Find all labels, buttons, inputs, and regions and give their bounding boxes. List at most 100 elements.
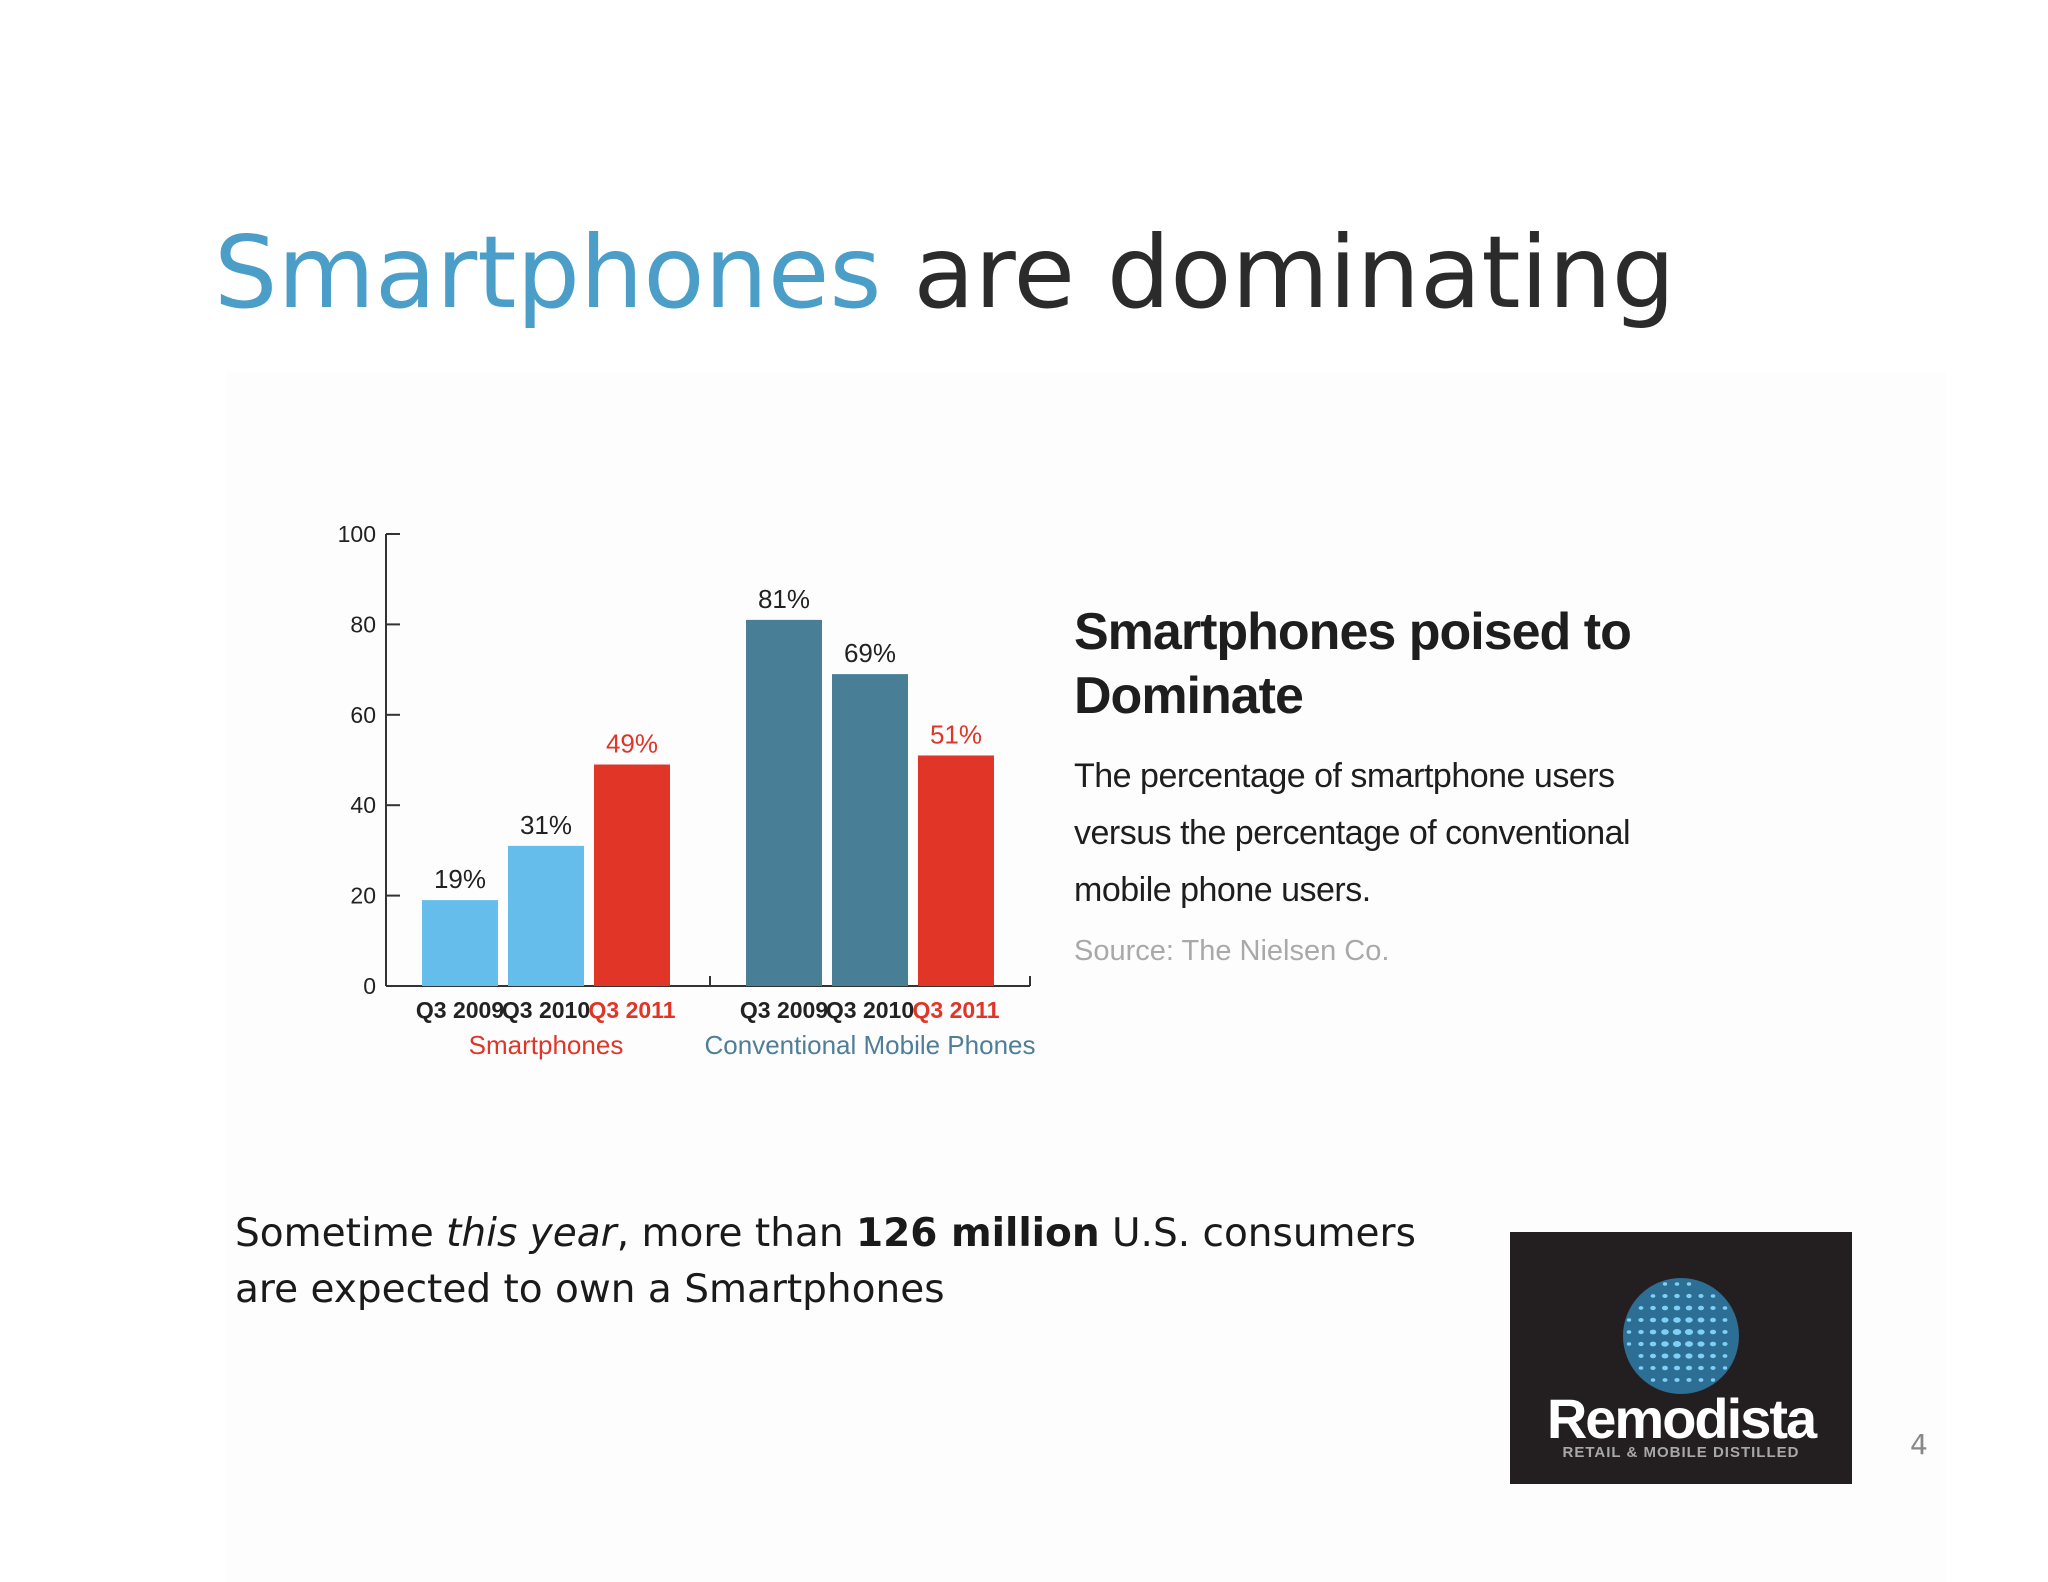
globe-dot: [1638, 1341, 1644, 1347]
globe-dot: [1710, 1294, 1716, 1298]
globe-dot: [1709, 1329, 1717, 1335]
globe-dot: [1698, 1365, 1704, 1371]
bar-value-label: 31%: [520, 810, 572, 840]
globe-dot: [1650, 1305, 1656, 1311]
bar: [746, 619, 822, 986]
globe-dot: [1709, 1341, 1717, 1347]
group-label: Smartphones: [469, 1030, 624, 1060]
globe-dot: [1661, 1341, 1669, 1347]
globe-dot: [1674, 1282, 1680, 1286]
globe-dot: [1673, 1305, 1681, 1311]
globe-dot: [1685, 1305, 1693, 1311]
globe-dot: [1650, 1378, 1656, 1382]
globe-dot: [1672, 1341, 1682, 1347]
globe-dot: [1674, 1378, 1680, 1382]
globe-dot: [1722, 1318, 1728, 1322]
globe-dot: [1661, 1353, 1669, 1359]
logo-name: Remodista: [1546, 1387, 1817, 1450]
x-tick-label: Q3 2010: [826, 997, 914, 1023]
globe-dot: [1661, 1329, 1669, 1335]
globe-dot: [1722, 1330, 1728, 1334]
globe-dot: [1697, 1329, 1705, 1335]
globe-dot: [1662, 1365, 1668, 1371]
globe-dot: [1710, 1305, 1716, 1311]
globe-dot: [1685, 1353, 1693, 1359]
globe-dot: [1662, 1282, 1668, 1286]
chart-subtitle: The percentage of smartphone users versu…: [1074, 757, 1631, 909]
group-label: Conventional Mobile Phones: [705, 1030, 1036, 1060]
globe-dot: [1722, 1306, 1728, 1310]
globe-dot: [1686, 1378, 1692, 1382]
globe-dot: [1626, 1318, 1632, 1322]
bar-value-label: 49%: [606, 729, 658, 759]
slide-title-rest: are dominating: [881, 214, 1676, 331]
globe-dot: [1697, 1353, 1705, 1359]
bar: [422, 900, 498, 986]
globe-dot: [1685, 1317, 1693, 1323]
page-number: 4: [1910, 1428, 1928, 1461]
body-text-part1: Sometime: [235, 1211, 447, 1256]
globe-dot: [1638, 1317, 1644, 1323]
globe-dot: [1673, 1317, 1681, 1323]
globe-dot: [1684, 1329, 1694, 1335]
bar-value-label: 69%: [844, 638, 896, 668]
bar-chart: 0 20 40 60 80 100 19% Q3 2009 31% Q3 2010 49% Q3 20…: [338, 521, 1036, 1060]
globe-dot: [1710, 1353, 1716, 1359]
globe-dot: [1722, 1342, 1728, 1346]
dotted-globe-icon: [1623, 1278, 1739, 1394]
globe-dot: [1697, 1317, 1705, 1323]
body-text-bold: 126 million: [855, 1211, 1100, 1256]
body-text-italic: this year: [446, 1211, 617, 1256]
body-text-part3: U.S. consumers are expected to own a Sma…: [235, 1211, 1416, 1312]
y-tick-label: 60: [350, 702, 376, 728]
globe-dot: [1661, 1317, 1669, 1323]
globe-dot: [1673, 1365, 1681, 1371]
globe-dot: [1638, 1366, 1644, 1370]
globe-dot: [1697, 1305, 1705, 1311]
slide-title: Smartphones are dominating: [214, 218, 1675, 328]
globe-dot: [1649, 1353, 1657, 1359]
x-tick-label: Q3 2011: [589, 997, 676, 1023]
globe-dot: [1686, 1282, 1692, 1286]
globe-dot: [1662, 1293, 1668, 1299]
globe-dot: [1650, 1294, 1656, 1298]
globe-dot: [1649, 1341, 1657, 1347]
globe-dot: [1686, 1293, 1692, 1299]
globe-dot: [1698, 1294, 1704, 1298]
logo-tagline: RETAIL & MOBILE DISTILLED: [1562, 1444, 1800, 1461]
globe-dot: [1638, 1329, 1644, 1335]
globe-dot: [1710, 1366, 1716, 1370]
globe-dot: [1684, 1341, 1694, 1347]
bar: [832, 674, 908, 986]
x-tick-label: Q3 2010: [502, 997, 590, 1023]
bar: [508, 845, 584, 986]
bar: [594, 764, 670, 986]
y-tick-label: 20: [350, 883, 376, 909]
body-text: Sometime this year, more than 126 millio…: [235, 1206, 1485, 1318]
globe-dot: [1626, 1330, 1632, 1334]
y-tick-label: 100: [338, 521, 376, 547]
globe-dot: [1710, 1378, 1716, 1382]
globe-dot: [1662, 1378, 1668, 1382]
globe-dot: [1626, 1342, 1632, 1346]
x-tick-label: Q3 2009: [416, 997, 504, 1023]
bar-value-label: 19%: [434, 864, 486, 894]
bar: [918, 755, 994, 986]
body-text-part2: , more than: [616, 1211, 856, 1256]
globe-dot: [1698, 1378, 1704, 1382]
globe-dot: [1674, 1293, 1680, 1299]
chart-title: Smartphones poised to Dominate: [1074, 603, 1632, 725]
y-tick-label: 40: [350, 792, 376, 818]
remodista-logo: Remodista RETAIL & MOBILE DISTILLED: [1510, 1232, 1852, 1484]
globe-dot: [1672, 1328, 1682, 1336]
globe-dot: [1650, 1365, 1656, 1371]
globe-dot: [1673, 1353, 1681, 1359]
globe-dot: [1649, 1317, 1657, 1323]
globe-dot: [1661, 1305, 1669, 1311]
slide-title-accent: Smartphones: [214, 214, 882, 331]
bar-value-label: 51%: [930, 719, 982, 749]
chart-text-block: Smartphones poised to Dominate The perce…: [1074, 600, 1674, 968]
chart-source: Source: The Nielsen Co.: [1074, 935, 1390, 967]
globe-dot: [1649, 1329, 1657, 1335]
y-tick-label: 80: [350, 611, 376, 637]
